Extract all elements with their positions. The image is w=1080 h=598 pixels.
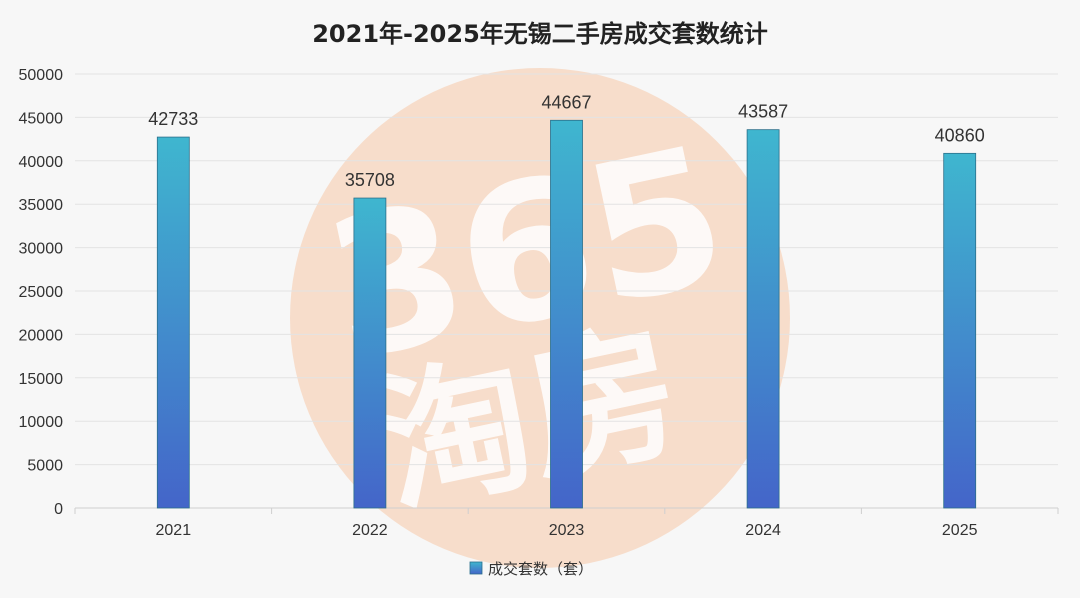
- y-tick-label: 25000: [19, 284, 64, 301]
- legend-swatch: [469, 561, 483, 575]
- data-labels: 42733 35708 44667 43587 40860: [148, 92, 984, 190]
- y-tick-label: 15000: [19, 371, 64, 388]
- x-axis-ticks: 2021 2022 2023 2024 2025: [74, 508, 1059, 539]
- x-tick-label: 2025: [942, 522, 978, 539]
- y-tick-label: 50000: [19, 67, 64, 84]
- chart-title: 2021年-2025年无锡二手房成交套数统计: [312, 20, 768, 48]
- y-tick-label: 20000: [19, 327, 64, 344]
- legend[interactable]: 成交套数（套）: [469, 560, 593, 578]
- y-tick-label: 10000: [19, 414, 64, 431]
- legend-label: 成交套数（套）: [488, 560, 593, 578]
- x-tick-label: 2024: [745, 522, 781, 539]
- data-label-2024: 43587: [738, 102, 788, 122]
- data-label-2021: 42733: [148, 109, 198, 129]
- y-tick-label: 40000: [19, 154, 64, 171]
- data-label-2025: 40860: [935, 125, 985, 145]
- bar-2021[interactable]: [156, 136, 190, 509]
- data-label-2022: 35708: [345, 170, 395, 190]
- y-tick-label: 30000: [19, 241, 64, 258]
- y-tick-label: 35000: [19, 197, 64, 214]
- y-tick-label: 0: [54, 501, 63, 518]
- y-axis-ticks: 0 5000 10000 15000 20000 25000 30000 35000 40000…: [19, 67, 64, 518]
- bars: [156, 119, 977, 509]
- bar-2023[interactable]: [550, 119, 583, 509]
- bar-2022[interactable]: [353, 197, 387, 509]
- y-tick-label: 5000: [27, 458, 63, 475]
- x-tick-label: 2022: [352, 522, 388, 539]
- bar-2024[interactable]: [746, 129, 780, 509]
- x-tick-label: 2023: [549, 522, 585, 539]
- data-label-2023: 44667: [541, 92, 591, 112]
- bar-2025[interactable]: [943, 152, 977, 509]
- x-tick-label: 2021: [156, 522, 192, 539]
- y-tick-label: 45000: [19, 110, 64, 127]
